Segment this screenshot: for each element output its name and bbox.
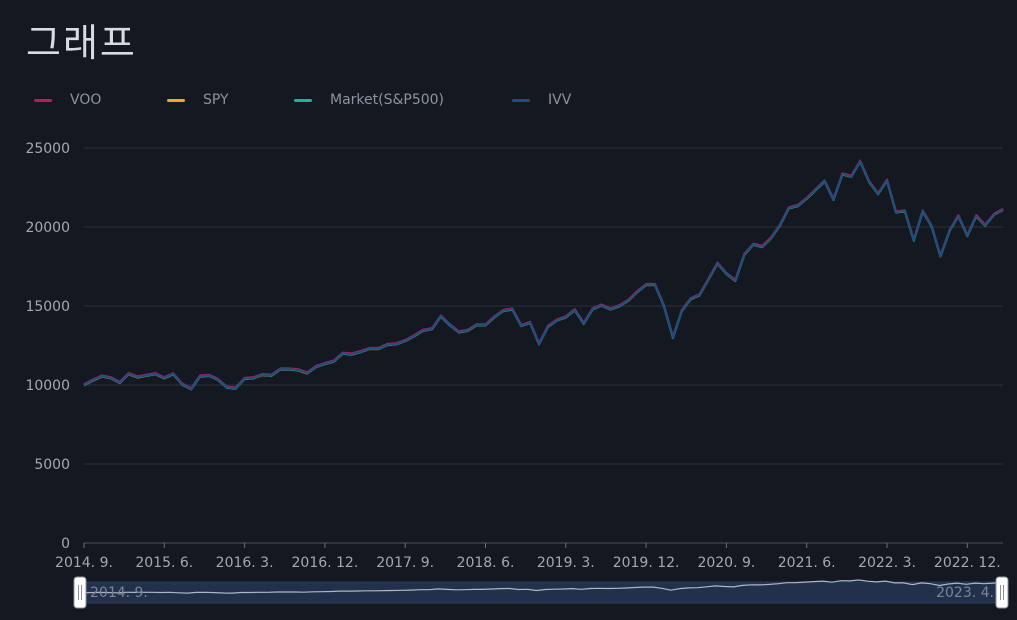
legend-swatch-spy bbox=[167, 98, 185, 102]
series-line-market-s-p500 bbox=[83, 160, 1004, 391]
legend-item-voo[interactable]: VOO bbox=[34, 92, 101, 108]
legend-item-ivv[interactable]: IVV bbox=[512, 92, 571, 108]
x-tick-label: 2022. 12. bbox=[934, 555, 1001, 571]
legend-swatch-ivv bbox=[512, 98, 530, 102]
y-tick-label: 10000 bbox=[25, 378, 70, 394]
chart-legend: VOO SPY Market(S&P500) IVV bbox=[0, 92, 1017, 116]
x-tick-label: 2019. 12. bbox=[613, 555, 680, 571]
x-tick-label: 2016. 12. bbox=[292, 555, 359, 571]
x-tick-label: 2016. 3. bbox=[216, 555, 274, 571]
x-tick-label: 2017. 9. bbox=[376, 555, 434, 571]
navigator-right-handle[interactable] bbox=[995, 576, 1009, 609]
legend-swatch-voo bbox=[34, 98, 52, 102]
y-tick-label: 15000 bbox=[25, 299, 70, 315]
series-line-voo bbox=[83, 159, 1004, 390]
legend-label-ivv: IVV bbox=[548, 92, 572, 108]
y-tick-label: 25000 bbox=[25, 141, 70, 157]
y-tick-label: 0 bbox=[61, 536, 70, 552]
series-line-ivv bbox=[83, 160, 1004, 390]
legend-swatch-market bbox=[294, 98, 312, 102]
navigator-left-handle[interactable] bbox=[73, 576, 87, 609]
series-line-spy bbox=[83, 160, 1004, 391]
navigator-start-label: 2014. 9. bbox=[90, 585, 148, 601]
x-tick-label: 2018. 6. bbox=[457, 555, 515, 571]
navigator-preview-line bbox=[79, 579, 1003, 594]
navigator-end-label: 2023. 4. bbox=[936, 585, 994, 601]
x-tick-label: 2015. 6. bbox=[135, 555, 193, 571]
y-tick-label: 5000 bbox=[34, 457, 70, 473]
y-tick-label: 20000 bbox=[25, 220, 70, 236]
x-tick-label: 2021. 6. bbox=[778, 555, 836, 571]
x-tick-label: 2020. 9. bbox=[697, 555, 755, 571]
x-tick-label: 2014. 9. bbox=[55, 555, 113, 571]
legend-item-market[interactable]: Market(S&P500) bbox=[294, 92, 444, 108]
x-tick-label: 2022. 3. bbox=[858, 555, 916, 571]
legend-label-voo: VOO bbox=[70, 92, 102, 108]
legend-item-spy[interactable]: SPY bbox=[167, 92, 229, 108]
x-tick-label: 2019. 3. bbox=[537, 555, 595, 571]
legend-label-spy: SPY bbox=[203, 92, 229, 108]
legend-label-market: Market(S&P500) bbox=[330, 92, 445, 108]
page-title: 그래프 bbox=[26, 21, 137, 65]
